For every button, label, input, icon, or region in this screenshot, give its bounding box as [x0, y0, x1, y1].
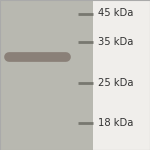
Bar	[0, 0, 93, 150]
Text: 25 kDa: 25 kDa	[98, 78, 133, 87]
Text: 18 kDa: 18 kDa	[98, 118, 133, 128]
Text: 35 kDa: 35 kDa	[98, 37, 133, 47]
Text: 45 kDa: 45 kDa	[98, 9, 133, 18]
